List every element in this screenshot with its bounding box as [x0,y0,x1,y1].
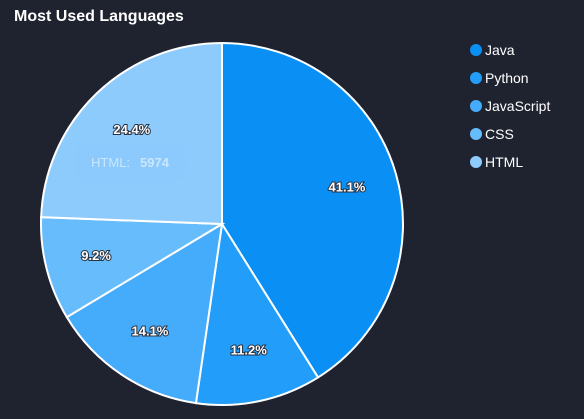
pie-slice-java[interactable] [221,41,404,379]
slice-label-css: 9.2% [81,248,111,263]
pie-slice-html[interactable] [40,41,223,226]
legend-marker [470,72,482,84]
legend-label: Java [485,42,515,58]
pie-slice-javascript[interactable] [65,222,224,405]
chart-tooltip: HTML: 5974 [74,142,186,182]
pie-slice-css[interactable] [40,216,226,319]
legend-label: JavaScript [485,98,551,114]
legend-item-java[interactable]: Java [470,36,550,64]
legend-marker [470,100,482,112]
tooltip-series-name: HTML: [91,154,131,170]
pie-slice-python[interactable] [194,221,320,406]
legend-marker [470,128,482,140]
legend-label: Python [485,70,529,86]
legend-item-html[interactable]: HTML [470,148,550,176]
tooltip-value: 5974 [140,154,169,170]
chart-legend: Java Python JavaScript CSS HTML [470,36,550,176]
slice-label-python: 11.2% [231,343,268,358]
legend-item-css[interactable]: CSS [470,120,550,148]
legend-item-javascript[interactable]: JavaScript [470,92,550,120]
legend-item-python[interactable]: Python [470,64,550,92]
slice-label-javascript: 14.1% [132,324,169,339]
slice-label-html: 24.4% [113,122,150,137]
legend-label: HTML [485,154,524,170]
slice-label-java: 41.1% [329,180,366,195]
legend-marker [470,156,482,168]
chart-title: Most Used Languages [14,8,184,25]
legend-marker [470,44,482,56]
legend-label: CSS [485,126,514,142]
